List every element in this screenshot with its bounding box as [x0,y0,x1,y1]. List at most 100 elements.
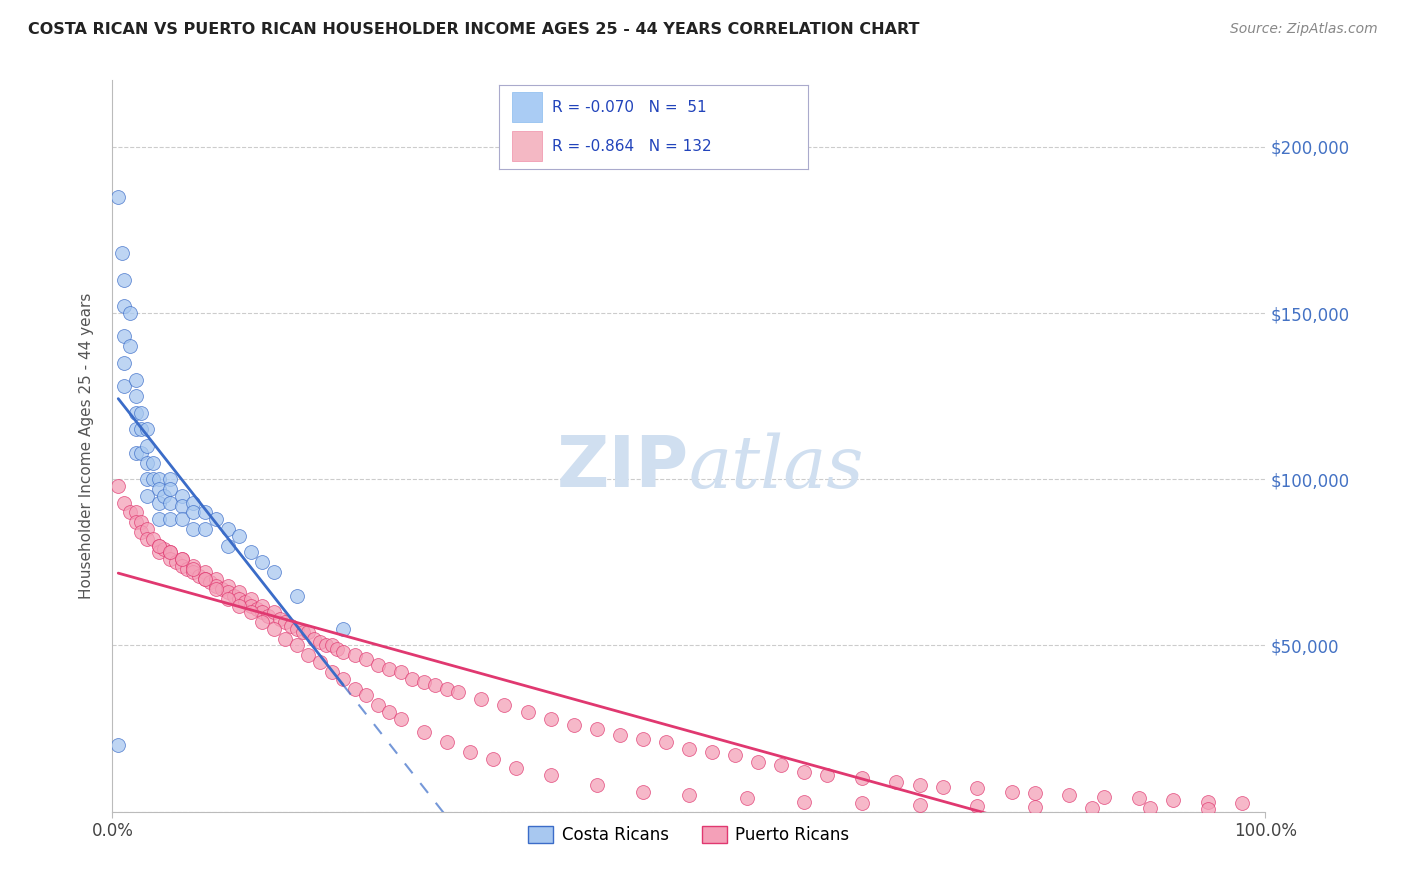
Point [389,665,412,679]
Bar [512,93,543,122]
Point [159,545,181,559]
Point [540,768,562,782]
Point [609,728,631,742]
Point [136,489,159,503]
Point [107,189,129,203]
Point [321,639,343,653]
Point [735,791,758,805]
Point [181,558,204,573]
Point [205,579,228,593]
Point [966,781,988,796]
Text: ZIP: ZIP [557,434,689,502]
Point [585,778,607,792]
Point [263,566,285,580]
Text: COSTA RICAN VS PUERTO RICAN HOUSEHOLDER INCOME AGES 25 - 44 YEARS CORRELATION CH: COSTA RICAN VS PUERTO RICAN HOUSEHOLDER … [28,22,920,37]
Point [181,506,204,520]
Text: atlas: atlas [689,433,865,503]
Point [1128,791,1150,805]
Point [153,542,176,557]
Point [136,522,159,536]
Point [170,558,193,573]
Point [1092,789,1115,804]
Point [274,632,297,646]
Point [285,622,308,636]
Point [118,306,141,320]
Point [700,745,723,759]
Point [165,555,187,569]
Point [136,439,159,453]
Point [233,595,256,609]
Point [793,764,815,779]
Point [188,568,211,582]
Point [274,615,297,630]
Point [159,495,181,509]
Point [111,246,134,260]
Point [326,641,349,656]
Point [297,625,319,640]
Point [1024,787,1046,801]
Point [170,499,193,513]
Point [112,356,135,370]
Point [194,506,217,520]
Point [436,681,458,696]
Point [655,735,678,749]
Point [239,545,262,559]
Point [170,489,193,503]
Point [378,662,401,676]
Point [148,512,170,526]
Point [205,582,228,596]
Point [505,762,527,776]
Point [124,372,146,386]
Point [1197,802,1219,816]
Point [263,622,285,636]
Point [124,406,146,420]
Point [142,472,165,486]
Point [246,602,269,616]
Point [332,645,354,659]
Point [378,705,401,719]
Point [118,506,141,520]
Point [540,712,562,726]
Point [291,625,314,640]
Point [886,774,908,789]
Point [181,522,204,536]
Point [159,472,181,486]
Point [181,495,204,509]
Point [217,585,239,599]
Point [211,582,233,596]
Point [129,445,153,459]
Point [470,691,492,706]
Point [239,605,262,619]
Point [252,555,274,569]
Point [309,655,332,669]
Point [367,658,389,673]
Point [257,608,280,623]
Point [458,745,481,759]
Point [401,672,423,686]
Point [269,612,291,626]
Point [217,522,239,536]
Legend: Costa Ricans, Puerto Ricans: Costa Ricans, Puerto Ricans [522,820,856,851]
Point [148,539,170,553]
Point [412,725,434,739]
Point [1059,788,1081,802]
Point [354,652,377,666]
Point [321,665,343,679]
Point [447,685,470,699]
Point [170,552,193,566]
Point [252,605,274,619]
Point [205,512,228,526]
Point [309,635,332,649]
Point [908,778,931,792]
Point [1197,795,1219,809]
Point [142,532,165,546]
Point [217,539,239,553]
Point [159,552,181,566]
Point [678,741,700,756]
Point [228,591,250,606]
Point [107,479,129,493]
Point [1232,797,1254,811]
Point [354,689,377,703]
Point [112,329,135,343]
Point [107,738,129,752]
